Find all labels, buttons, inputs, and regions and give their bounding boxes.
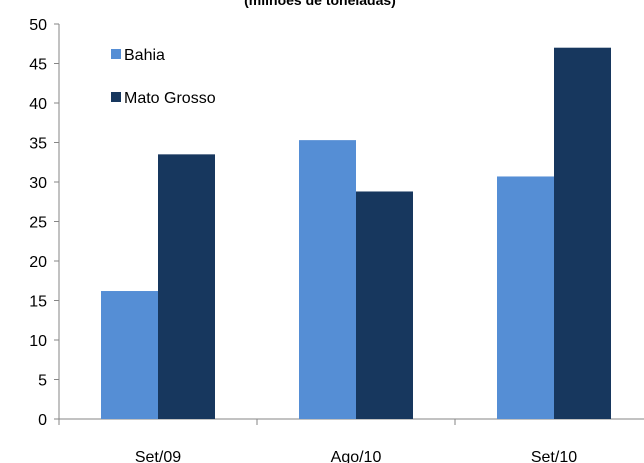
bars — [101, 47, 611, 419]
y-tick-label: 15 — [29, 294, 47, 311]
legend-swatch — [111, 49, 121, 59]
bar-bahia-set-09 — [101, 291, 158, 419]
y-tick-label: 25 — [29, 215, 47, 232]
y-tick-label: 10 — [29, 333, 47, 350]
x-tick-label: Ago/10 — [331, 449, 382, 463]
bar-mato-grosso-set-09 — [158, 154, 215, 419]
y-tick-label: 20 — [29, 254, 47, 271]
legend: Bahia Mato Grosso — [111, 47, 216, 107]
y-tick-label: 50 — [29, 17, 47, 34]
x-axis: Set/09 Ago/10 Set/10 — [58, 418, 644, 463]
bar-bahia-ago-10 — [299, 140, 356, 419]
y-axis: 0 5 10 15 20 25 30 35 40 45 50 — [29, 17, 60, 429]
chart-title: (milhões de toneladas) — [244, 0, 396, 8]
y-tick-label: 0 — [38, 412, 47, 429]
x-tick-label: Set/10 — [531, 449, 577, 463]
bar-bahia-set-10 — [497, 176, 554, 419]
legend-label: Bahia — [124, 47, 165, 64]
legend-label: Mato Grosso — [124, 90, 216, 107]
y-tick-label: 35 — [29, 136, 47, 153]
y-tick-label: 5 — [38, 373, 47, 390]
y-tick-label: 45 — [29, 57, 47, 74]
legend-swatch — [111, 92, 121, 102]
bar-mato-grosso-ago-10 — [356, 191, 413, 419]
x-tick-label: Set/09 — [135, 449, 181, 463]
y-tick-label: 30 — [29, 175, 47, 192]
y-tick-label: 40 — [29, 96, 47, 113]
bar-mato-grosso-set-10 — [554, 47, 611, 419]
